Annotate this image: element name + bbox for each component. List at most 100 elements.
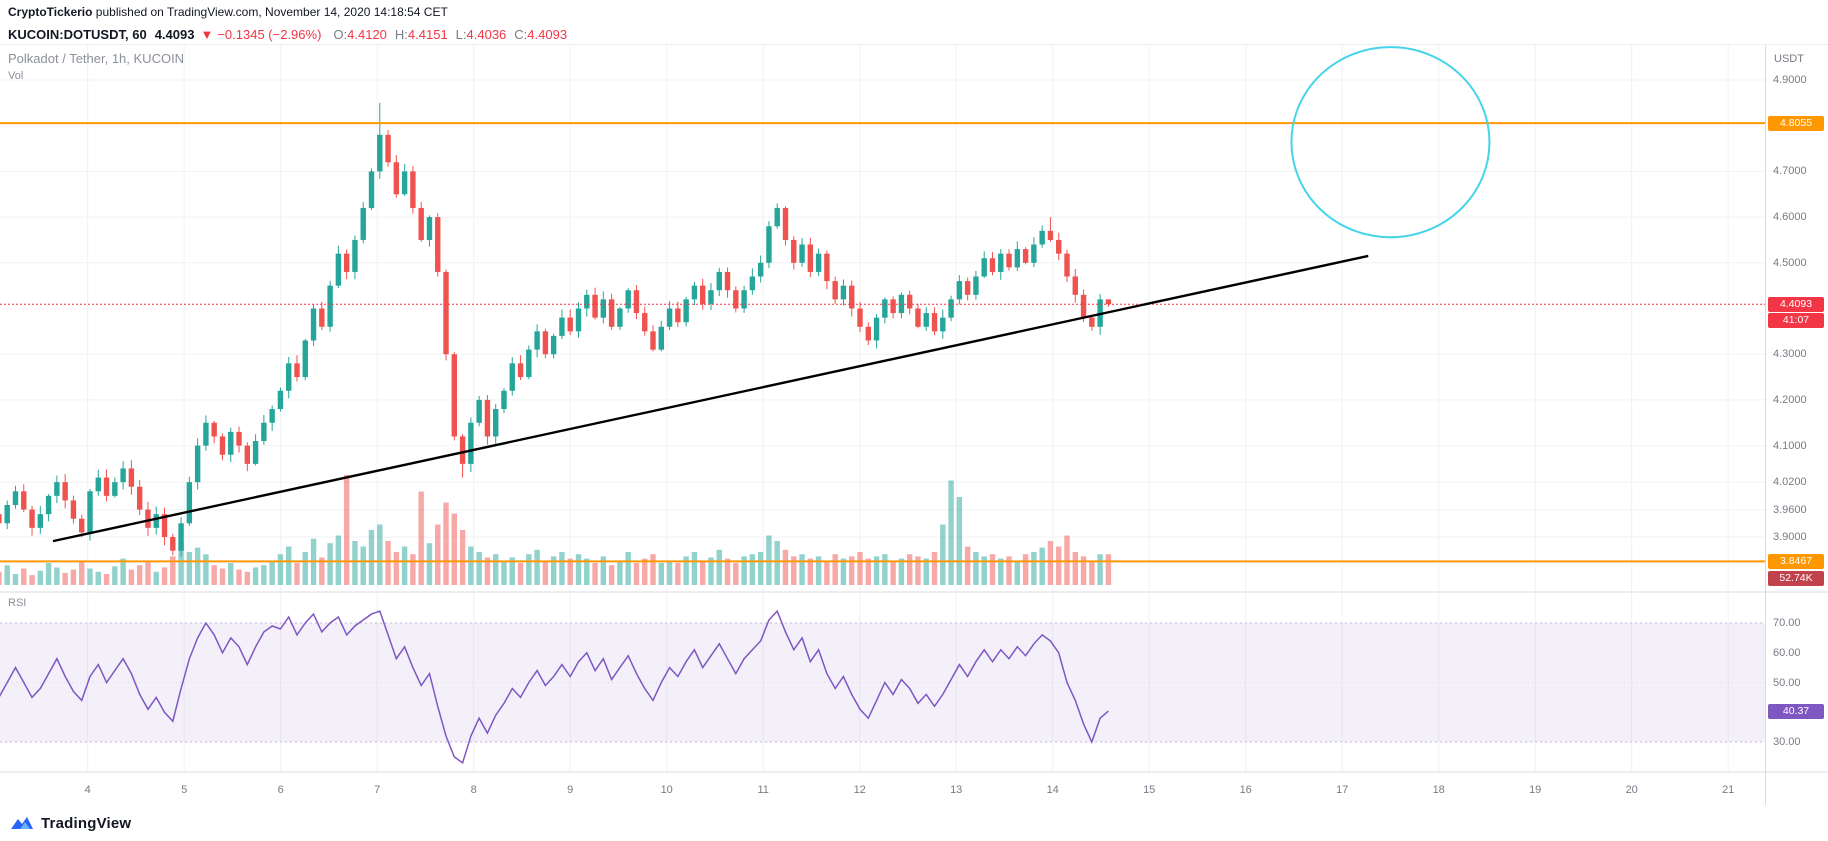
candle: [658, 326, 664, 350]
time-tick-label: 7: [374, 784, 381, 796]
candle: [211, 422, 217, 437]
candle: [476, 399, 482, 423]
candle: [277, 390, 284, 410]
volume-bar: [857, 552, 863, 585]
time-axis[interactable]: 4 5 6 7 8 9 10 11 12 13 14 15 16 17 18 19 20 21: [0, 772, 1765, 805]
volume-bar: [368, 530, 375, 585]
candle: [286, 363, 292, 391]
volume-bar: [468, 546, 474, 585]
tradingview-logo-icon[interactable]: [10, 815, 34, 832]
volume-bar: [29, 575, 35, 585]
volume-bar: [584, 558, 590, 585]
price-tick-label: 4.5000: [1773, 256, 1807, 269]
candle: [145, 509, 151, 528]
volume-bar: [550, 556, 557, 585]
volume-bar: [145, 561, 151, 585]
candle: [757, 262, 764, 277]
volume-bar: [625, 552, 631, 585]
volume-bar: [1022, 554, 1029, 585]
volume-bar: [774, 541, 780, 585]
candle: [633, 290, 640, 314]
volume-bar: [567, 558, 573, 585]
volume-bar: [178, 543, 184, 585]
candle: [484, 399, 491, 437]
candle: [799, 244, 805, 263]
volume-bar: [352, 541, 358, 585]
symbol-title[interactable]: KUCOIN:DOTUSDT, 60: [8, 27, 147, 42]
candle: [550, 335, 557, 355]
candle: [849, 285, 855, 309]
volume-bar: [724, 558, 731, 585]
candle: [906, 294, 913, 309]
candle: [890, 299, 896, 314]
candle: [940, 317, 946, 332]
volume-bar: [95, 571, 101, 585]
volume-bar: [931, 552, 938, 585]
volume-bar: [194, 547, 201, 585]
candle: [517, 363, 524, 378]
candle: [12, 491, 19, 506]
volume-bar: [592, 563, 598, 585]
tradingview-wordmark[interactable]: TradingView: [41, 814, 132, 832]
volume-bar: [203, 554, 209, 585]
volume-bar: [443, 502, 449, 585]
volume-bar: [1105, 554, 1112, 585]
volume-bar: [642, 558, 648, 585]
candle: [310, 308, 317, 341]
ellipse-annotation[interactable]: [1290, 46, 1491, 239]
candle: [526, 349, 532, 378]
volume-indicator-label[interactable]: Vol: [8, 70, 24, 82]
volume-bar: [120, 558, 126, 585]
volume-bar: [956, 497, 963, 585]
volume-bar: [807, 558, 814, 585]
volume-bar: [294, 563, 300, 585]
volume-bar: [658, 563, 664, 585]
candle: [228, 431, 234, 455]
price-chart-canvas[interactable]: [0, 45, 1828, 805]
trendline[interactable]: [52, 254, 1369, 543]
candle: [915, 308, 921, 327]
candle: [1056, 239, 1062, 254]
candle: [203, 422, 209, 446]
candle: [882, 299, 888, 318]
candle: [62, 482, 68, 501]
candle: [716, 271, 722, 291]
candle: [542, 331, 549, 355]
chart-legend-title[interactable]: Polkadot / Tether, 1h, KUCOIN: [8, 51, 185, 66]
candle: [1031, 244, 1037, 263]
volume-bar: [286, 546, 292, 585]
time-tick-label: 8: [470, 784, 477, 796]
publish-info: published on TradingView.com, November 1…: [92, 5, 448, 19]
volume-bar: [45, 563, 52, 585]
candle: [683, 299, 689, 323]
candle: [567, 317, 573, 332]
ohlc-values: O:4.4120 H:4.4151 L:4.4036 C:4.4093: [325, 27, 567, 42]
support-badge: 3.8467: [1768, 553, 1824, 569]
volume-bar: [393, 552, 400, 585]
candle: [1089, 317, 1095, 327]
volume-bar: [898, 558, 905, 585]
volume-bar: [749, 554, 756, 585]
rsi-band: [0, 623, 1765, 742]
price-tick-label: 4.1000: [1773, 439, 1807, 452]
price-axis[interactable]: USDT 4.9000 4.7000 4.6000 4.5000 4.3000 4.200…: [1765, 45, 1828, 805]
chart-area[interactable]: Polkadot / Tether, 1h, KUCOIN Vol RSI US…: [0, 45, 1828, 805]
price-change: −0.1345 (−2.96%): [217, 27, 322, 42]
candle: [302, 340, 308, 378]
volume-bar: [617, 560, 623, 585]
candle: [360, 207, 366, 240]
volume-bar: [385, 541, 391, 585]
candle: [815, 253, 822, 272]
rsi-indicator-label[interactable]: RSI: [8, 597, 27, 609]
time-tick-label: 15: [1143, 784, 1156, 796]
candle: [782, 207, 789, 240]
candle: [236, 431, 242, 446]
volume-bar: [1014, 560, 1021, 585]
volume-bar: [12, 574, 19, 585]
volume-bar: [261, 565, 267, 585]
candle: [840, 285, 847, 300]
time-tick-label: 16: [1239, 784, 1252, 796]
time-tick-label: 17: [1336, 784, 1349, 796]
candle: [774, 207, 780, 227]
